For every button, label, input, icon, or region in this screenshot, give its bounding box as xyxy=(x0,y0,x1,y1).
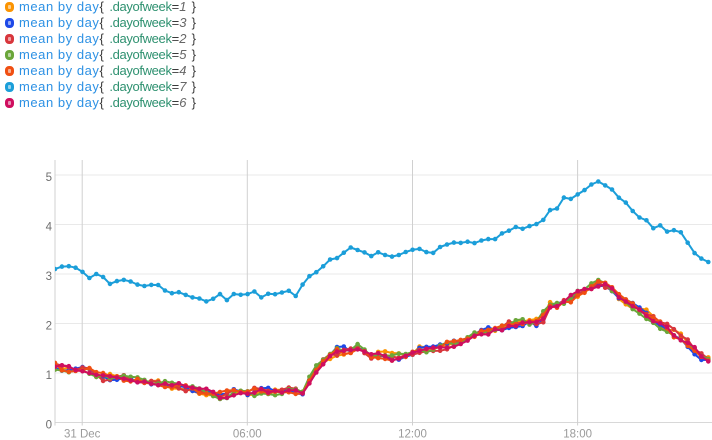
svg-text:4: 4 xyxy=(46,222,53,234)
svg-text:06:00: 06:00 xyxy=(233,429,262,440)
svg-text:5: 5 xyxy=(46,172,52,184)
svg-text:3: 3 xyxy=(46,271,52,283)
svg-text:0: 0 xyxy=(46,420,52,432)
svg-text:12:00: 12:00 xyxy=(398,429,427,440)
svg-text:18:00: 18:00 xyxy=(563,429,592,440)
svg-text:1: 1 xyxy=(46,370,52,382)
svg-text:2: 2 xyxy=(46,321,52,333)
svg-text:31 Dec: 31 Dec xyxy=(64,429,101,440)
